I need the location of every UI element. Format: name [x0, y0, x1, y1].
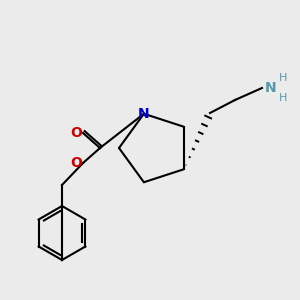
Text: O: O — [70, 126, 82, 140]
Text: N: N — [265, 81, 277, 95]
Text: O: O — [70, 156, 82, 170]
Text: H: H — [279, 93, 287, 103]
Text: N: N — [138, 107, 150, 121]
Text: H: H — [279, 73, 287, 83]
